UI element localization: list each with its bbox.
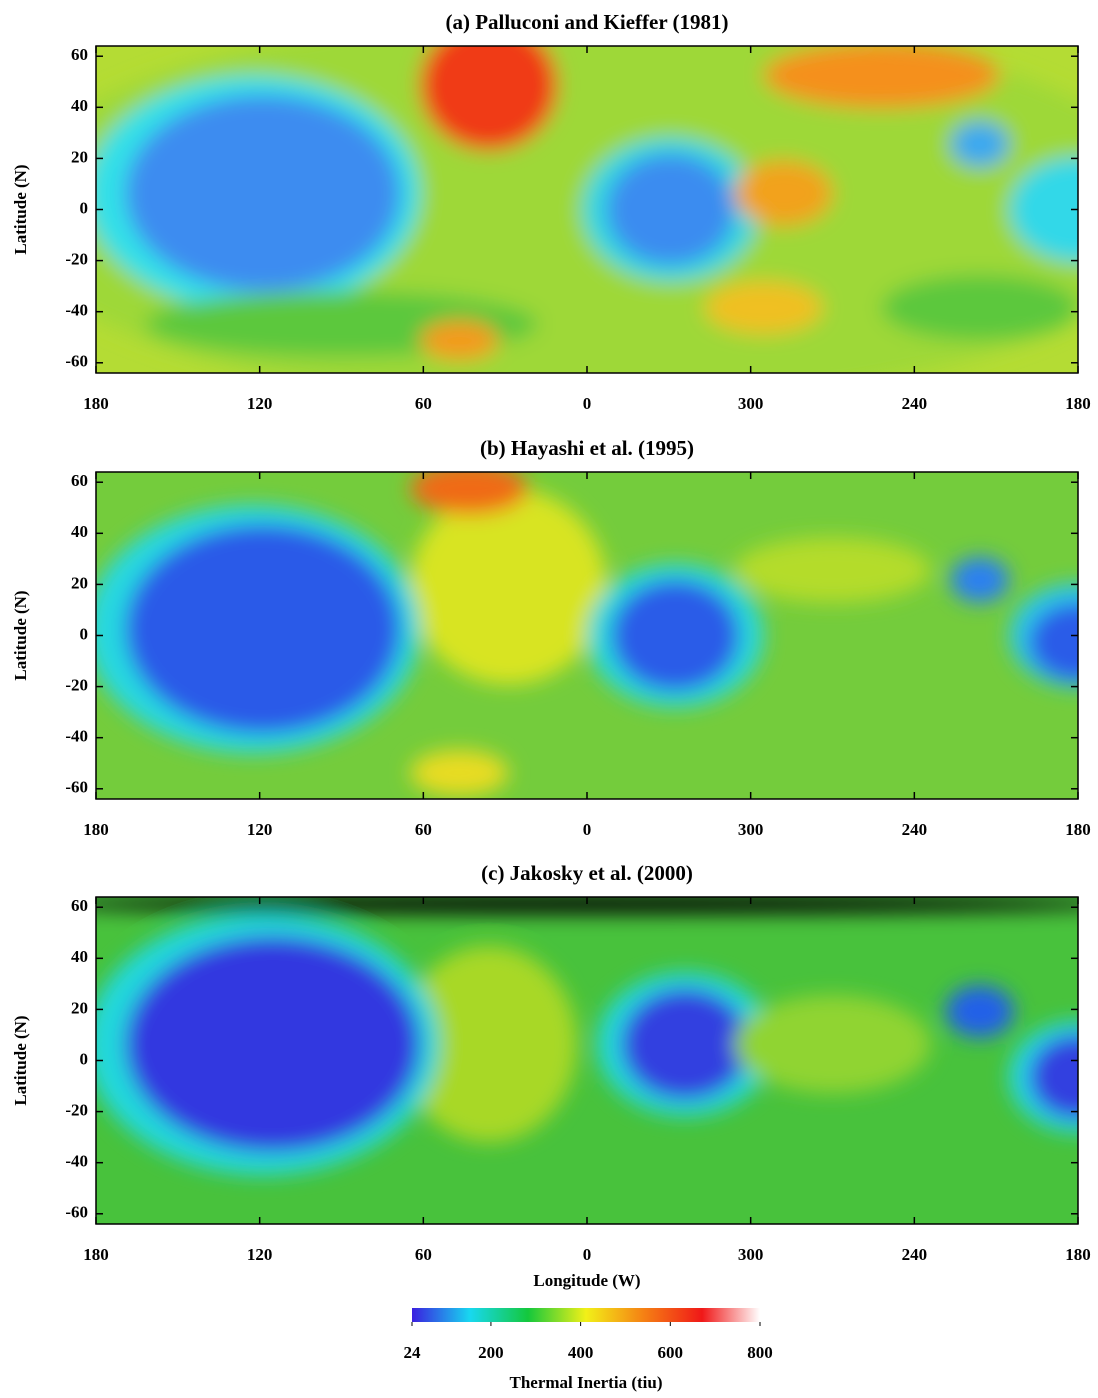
colorbar [412,1308,760,1322]
x-tick-label: 300 [738,394,764,413]
y-tick-label: 60 [71,896,88,915]
y-tick-label: -20 [65,250,88,269]
map-image [96,897,1078,1224]
y-tick-label: -40 [65,301,88,320]
map-region [734,995,931,1094]
colorbar-tick-label: 800 [747,1343,773,1362]
map-region [950,121,1010,167]
map-region [734,537,931,603]
map-region [125,524,401,734]
map-region [410,488,607,685]
x-tick-label: 240 [902,1245,928,1264]
y-tick-label: 20 [71,998,88,1017]
y-tick-label: 60 [71,471,88,490]
map-region [420,46,558,151]
y-tick-label: 0 [80,624,89,643]
colorbar-title: Thermal Inertia (tiu) [510,1373,663,1392]
y-axis-label: Latitude (N) [11,164,30,254]
y-tick-label: 60 [71,45,88,64]
map-region [606,153,735,266]
panel-title: (c) Jakosky et al. (2000) [481,861,693,885]
map-region [1009,157,1078,262]
map-region [881,274,1078,341]
y-tick-label: 40 [71,96,88,115]
x-tick-label: 60 [415,820,432,839]
y-tick-label: -40 [65,727,88,746]
y-tick-label: 40 [71,947,88,966]
x-tick-label: 120 [247,1245,273,1264]
y-tick-label: 0 [80,198,89,217]
map-region [704,281,823,334]
y-tick-label: 0 [80,1049,89,1068]
y-tick-label: -40 [65,1152,88,1171]
map-region [125,936,421,1153]
map-region [950,557,1010,603]
x-tick-label: 60 [415,394,432,413]
y-axis-label: Latitude (N) [11,1015,30,1105]
map-region [420,320,499,360]
x-tick-label: 300 [738,820,764,839]
panel-title: (a) Palluconi and Kieffer (1981) [445,10,728,34]
colorbar-tick-label: 400 [568,1343,594,1362]
map-region [1028,602,1078,682]
x-tick-label: 120 [247,394,273,413]
y-tick-label: -60 [65,352,88,371]
y-axis-label: Latitude (N) [11,590,30,680]
x-axis-label: Longitude (W) [533,1271,640,1290]
map-region [400,946,578,1143]
x-tick-label: 180 [83,1245,109,1264]
y-tick-label: -20 [65,676,88,695]
map-region [945,985,1015,1038]
map-features [96,472,1078,796]
map-features [96,46,1078,373]
x-tick-label: 180 [1065,1245,1091,1264]
x-tick-label: 300 [738,1245,764,1264]
x-tick-label: 0 [583,394,592,413]
x-tick-label: 120 [247,820,273,839]
map-image [96,46,1078,373]
y-tick-label: -20 [65,1101,88,1120]
map-region [125,95,401,292]
y-tick-label: 20 [71,573,88,592]
x-tick-label: 180 [83,394,109,413]
map-region [763,46,1000,109]
y-tick-label: 20 [71,147,88,166]
map-region [621,988,750,1100]
colorbar-tick-label: 600 [658,1343,684,1362]
x-tick-label: 180 [1065,394,1091,413]
x-tick-label: 0 [583,1245,592,1264]
x-tick-label: 0 [583,820,592,839]
y-tick-label: 40 [71,522,88,541]
map-region [410,472,529,515]
colorbar-tick-label: 200 [478,1343,504,1362]
map-region [734,160,833,226]
x-tick-label: 180 [1065,820,1091,839]
map-region [410,749,509,796]
map-region [1028,1034,1078,1120]
panel-title: (b) Hayashi et al. (1995) [480,436,694,460]
x-tick-label: 240 [902,394,928,413]
x-tick-label: 180 [83,820,109,839]
x-tick-label: 60 [415,1245,432,1264]
colorbar-tick-label: 24 [404,1343,422,1362]
x-tick-label: 240 [902,820,928,839]
map-image [96,472,1078,799]
map-region [611,579,740,692]
map-features [96,897,1078,1175]
y-tick-label: -60 [65,1203,88,1222]
map-region [96,897,1078,914]
y-tick-label: -60 [65,778,88,797]
